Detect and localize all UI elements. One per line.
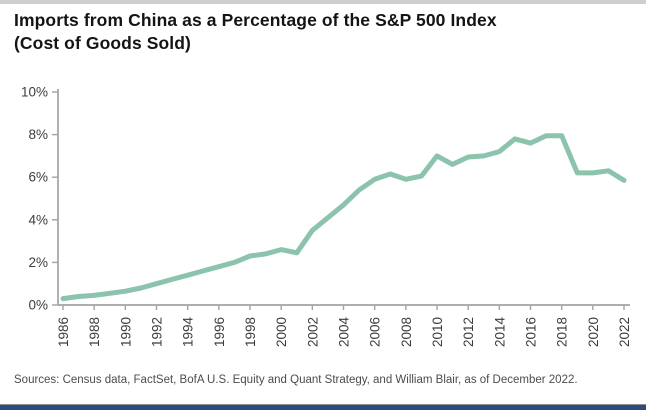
bottom-rule <box>0 404 646 405</box>
svg-text:2006: 2006 <box>368 317 383 347</box>
svg-text:4%: 4% <box>28 212 48 227</box>
svg-text:8%: 8% <box>28 127 48 142</box>
line-chart: 0% 2% 4% 6% 8% 10% 1986 1988 1990 1992 1994 1996 199… <box>21 85 632 348</box>
chart-title: Imports from China as a Percentage of th… <box>14 10 497 54</box>
svg-text:2022: 2022 <box>617 317 632 347</box>
svg-text:1994: 1994 <box>181 317 196 348</box>
svg-text:2004: 2004 <box>337 317 352 348</box>
svg-text:2000: 2000 <box>274 317 289 347</box>
top-border-bar <box>0 0 646 4</box>
svg-text:1996: 1996 <box>212 317 227 347</box>
svg-text:2%: 2% <box>28 255 48 270</box>
svg-text:1992: 1992 <box>150 317 165 347</box>
svg-text:2016: 2016 <box>524 317 539 347</box>
bottom-brand-bar <box>0 405 646 410</box>
svg-text:6%: 6% <box>28 170 48 185</box>
svg-text:10%: 10% <box>21 85 48 100</box>
svg-text:2018: 2018 <box>555 317 570 347</box>
svg-text:0%: 0% <box>28 298 48 313</box>
svg-text:2010: 2010 <box>430 317 445 347</box>
svg-text:2012: 2012 <box>461 317 476 347</box>
svg-text:2002: 2002 <box>305 317 320 347</box>
svg-text:1986: 1986 <box>56 317 71 347</box>
svg-text:2014: 2014 <box>492 317 507 348</box>
svg-text:1990: 1990 <box>118 317 133 347</box>
svg-text:1988: 1988 <box>87 317 102 347</box>
svg-text:2020: 2020 <box>586 317 601 347</box>
svg-text:2008: 2008 <box>399 317 414 347</box>
sources-text: Sources: Census data, FactSet, BofA U.S.… <box>14 374 578 386</box>
svg-text:1998: 1998 <box>243 317 258 347</box>
